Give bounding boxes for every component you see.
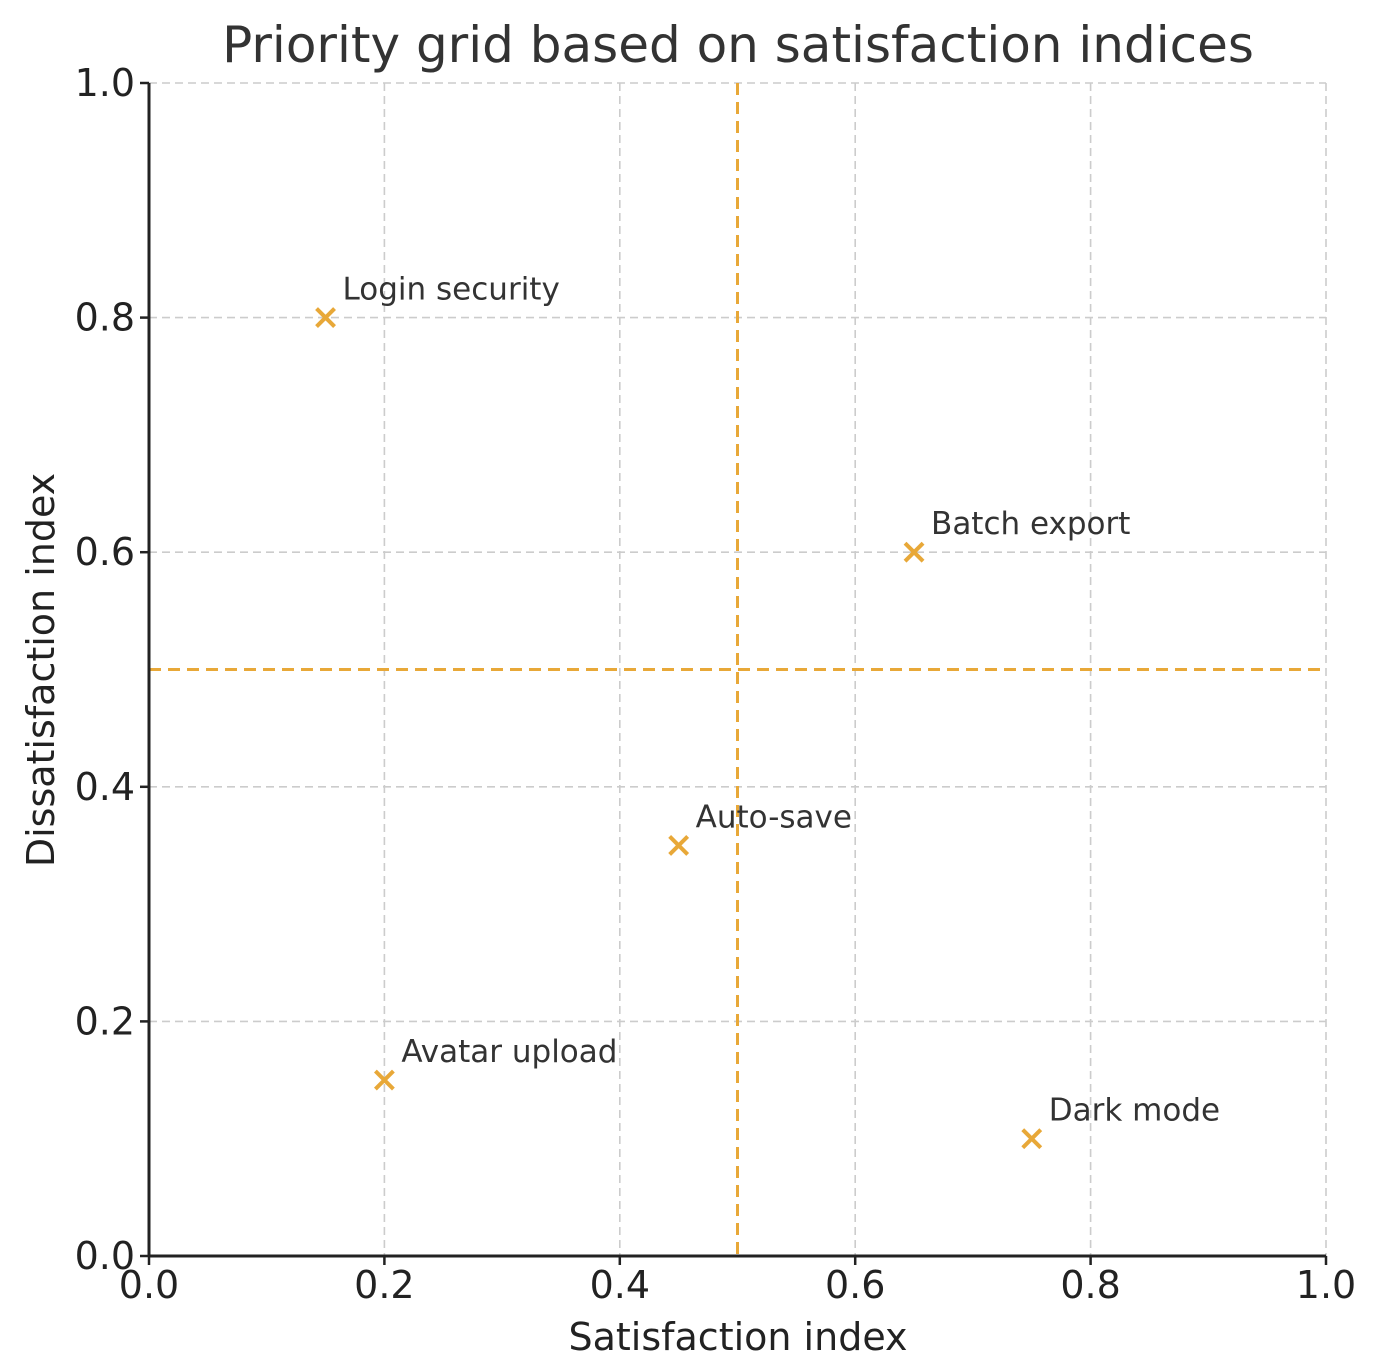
- axes: [140, 81, 1328, 1265]
- data-point: Dark mode: [1021, 1093, 1220, 1150]
- y-tick-label: 1.0: [75, 61, 135, 105]
- chart-title: Priority grid based on satisfaction indi…: [222, 16, 1254, 74]
- point-label: Dark mode: [1049, 1093, 1220, 1129]
- y-tick-label: 0.6: [75, 530, 135, 574]
- y-axis-label: Dissatisfaction index: [19, 473, 63, 867]
- data-point: Auto-save: [668, 799, 852, 856]
- x-marker-stroke: [1021, 1128, 1043, 1150]
- y-tick-label: 0.0: [75, 1234, 135, 1278]
- y-tick-label: 0.2: [75, 999, 135, 1043]
- x-tick-label: 0.0: [119, 1263, 179, 1307]
- x-tick-label: 0.4: [590, 1263, 650, 1307]
- x-marker-stroke: [903, 541, 925, 563]
- x-tick-label: 0.8: [1060, 1263, 1120, 1307]
- data-point: Batch export: [903, 506, 1130, 563]
- x-marker-stroke: [668, 835, 690, 856]
- point-label: Auto-save: [696, 799, 852, 835]
- x-tick-label: 1.0: [1296, 1263, 1356, 1307]
- threshold-lines: [149, 83, 1326, 1256]
- y-tick-label: 0.4: [75, 765, 135, 809]
- x-tick-label: 0.6: [825, 1263, 885, 1307]
- point-label: Avatar upload: [401, 1034, 617, 1070]
- x-tick-label: 0.2: [354, 1263, 414, 1307]
- data-point: Avatar upload: [373, 1034, 617, 1091]
- point-label: Batch export: [931, 506, 1130, 542]
- x-marker-stroke: [315, 307, 336, 329]
- tick-labels: 0.0 0.2 0.4 0.6 0.8 1.0 0.0 0.2 0.4 0.6 0.8 1.0: [75, 61, 1357, 1307]
- point-label: Login security: [343, 272, 560, 308]
- x-marker-stroke: [373, 1069, 395, 1091]
- x-axis-label: Satisfaction index: [568, 1315, 907, 1359]
- data-points: Login security Batch export Auto-save Avata…: [315, 272, 1220, 1150]
- data-point: Login security: [315, 272, 560, 329]
- y-tick-label: 0.8: [75, 296, 135, 340]
